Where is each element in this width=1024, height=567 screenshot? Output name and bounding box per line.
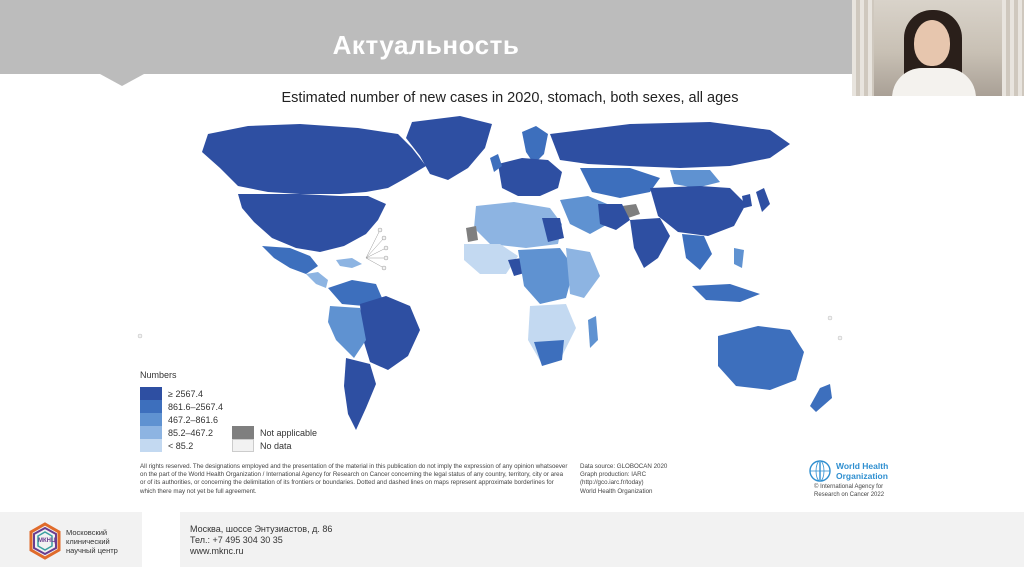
- region-peru-bolivia: [328, 306, 366, 358]
- caribbean-callouts: [365, 227, 389, 271]
- legend-label: No data: [260, 440, 292, 451]
- legend-swatch: [140, 413, 162, 426]
- legend-title: Numbers: [140, 370, 177, 380]
- region-mexico: [262, 246, 318, 274]
- contact-address: Москва, шоссе Энтузиастов, д. 86: [190, 524, 333, 534]
- region-north-africa: [474, 202, 562, 248]
- region-southern-cone: [344, 358, 376, 430]
- region-central-america: [306, 272, 328, 288]
- legend-swatch-not-applicable: [232, 426, 254, 439]
- data-source-link[interactable]: (http://gco.iarc.fr/today): [580, 479, 644, 487]
- contact-phone: Тел.: +7 495 304 30 35: [190, 535, 283, 545]
- data-source-line: Data source: GLOBOCAN 2020: [580, 463, 668, 470]
- region-caribbean: [336, 258, 362, 268]
- legend-label: ≥ 2567.4: [168, 388, 203, 399]
- slide-title: Актуальность: [332, 30, 520, 60]
- world-map: [137, 116, 843, 430]
- region-russia: [550, 122, 790, 168]
- region-greenland: [406, 116, 492, 180]
- legend-item: < 85.2: [140, 439, 193, 452]
- region-colombia-venezuela: [328, 280, 382, 306]
- presenter-body: [892, 68, 976, 96]
- slide-header-band: [0, 0, 852, 74]
- legend-item: ≥ 2567.4: [140, 387, 203, 400]
- region-mongolia: [670, 170, 720, 188]
- contact-info: Москва, шоссе Энтузиастов, д. 86 Тел.: +…: [190, 524, 332, 557]
- region-europe: [498, 158, 562, 196]
- who-name: World Health Organization: [836, 461, 889, 481]
- region-iran-pakistan: [598, 204, 630, 230]
- region-small-islands: [827, 315, 833, 321]
- region-usa: [238, 194, 386, 252]
- legend-not-applicable: Not applicable: [232, 426, 317, 439]
- region-indonesia: [692, 284, 760, 302]
- region-west-africa: [464, 244, 518, 274]
- legend-swatch: [140, 400, 162, 413]
- mknc-logo-icon: [29, 522, 61, 560]
- region-philippines: [734, 248, 744, 268]
- legend-swatch: [140, 426, 162, 439]
- region-india: [630, 218, 670, 268]
- legend-item: 467.2–861.6: [140, 413, 218, 426]
- region-small-islands: [137, 333, 143, 339]
- region-madagascar: [588, 316, 598, 348]
- legend-label: 467.2–861.6: [168, 414, 219, 425]
- region-east-africa: [566, 248, 600, 298]
- who-emblem-icon: [809, 460, 831, 482]
- contact-website[interactable]: www.mknc.ru: [190, 546, 244, 556]
- region-scandinavia: [522, 126, 548, 164]
- organization-name: Московский клинический научный центр: [66, 528, 118, 555]
- iarc-copyright: © International Agency for Research on C…: [814, 484, 885, 498]
- legend-swatch-no-data: [232, 439, 254, 452]
- region-southeast-asia: [682, 234, 712, 270]
- region-uk: [490, 154, 502, 172]
- data-source: Data source: GLOBOCAN 2020 Graph product…: [580, 463, 710, 496]
- curtain-left: [852, 0, 874, 96]
- presenter-face: [914, 20, 950, 66]
- region-central-asia: [580, 168, 660, 198]
- region-new-zealand: [810, 384, 832, 412]
- curtain-right: [1002, 0, 1024, 96]
- legend-swatch: [140, 439, 162, 452]
- region-china: [650, 186, 746, 236]
- region-western-sahara: [466, 226, 478, 242]
- region-brazil: [360, 296, 420, 370]
- legend-label: < 85.2: [168, 440, 194, 451]
- mknc-logo-text: МКНЦ: [38, 538, 56, 544]
- region-canada: [202, 124, 426, 194]
- webcam-video-tile[interactable]: [852, 0, 1024, 96]
- legend-item: 861.6–2567.4: [140, 400, 223, 413]
- footer-divider: [142, 512, 180, 567]
- region-egypt: [542, 218, 564, 242]
- data-source-line: Graph production: IARC: [580, 471, 647, 479]
- legend-label: 861.6–2567.4: [168, 401, 224, 412]
- region-australia: [718, 326, 804, 390]
- legend-label: 85.2–467.2: [168, 427, 214, 438]
- legend-swatch: [140, 387, 162, 400]
- region-small-islands: [837, 335, 843, 341]
- data-source-line: World Health Organization: [580, 487, 653, 495]
- region-central-africa: [518, 248, 574, 304]
- legend-label: Not applicable: [260, 427, 318, 438]
- legend-item: 85.2–467.2: [140, 426, 213, 439]
- region-korea: [742, 194, 752, 208]
- region-japan: [756, 188, 770, 212]
- map-disclaimer: All rights reserved. The designations em…: [140, 463, 568, 495]
- map-title: Estimated number of new cases in 2020, s…: [281, 90, 739, 106]
- header-arrow: [100, 74, 144, 86]
- legend-no-data: No data: [232, 439, 292, 452]
- region-south-africa: [534, 340, 564, 366]
